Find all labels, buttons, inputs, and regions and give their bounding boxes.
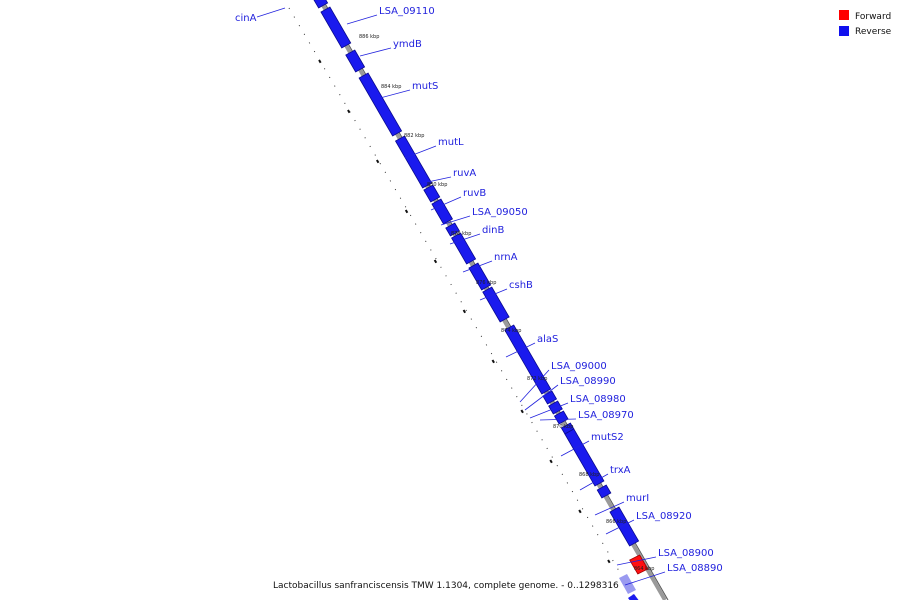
legend-reverse-swatch — [839, 26, 849, 36]
genome-caption: Lactobacillus sanfranciscensis TMW 1.130… — [273, 581, 619, 591]
legend-reverse-label: Reverse — [855, 27, 892, 37]
label-leader-line — [462, 260, 493, 273]
gene-label-muts2: mutS2 — [591, 432, 624, 443]
gene-block — [394, 135, 433, 189]
label-leader-line — [440, 215, 471, 226]
gene-label-lsa_09110: LSA_09110 — [379, 6, 435, 17]
gene-label-lsa_08890: LSA_08890 — [667, 563, 723, 574]
gene-block — [313, 0, 329, 9]
gene-block — [564, 428, 605, 487]
gene-label-cina: cinA — [235, 13, 257, 24]
gene-label-lsa_09000: LSA_09000 — [551, 361, 607, 372]
kbp-tick-label: 866 kbp — [606, 519, 626, 525]
gene-block — [320, 6, 352, 49]
label-leader-line — [624, 571, 666, 586]
scale-ticks — [288, 7, 637, 600]
label-leader-line — [449, 233, 481, 245]
gene-label-lsa_08920: LSA_08920 — [636, 511, 692, 522]
gene-label-muri: murI — [626, 493, 649, 504]
gene-block — [468, 262, 492, 291]
scale-tick — [520, 409, 524, 414]
kbp-tick-label: 882 kbp — [404, 133, 424, 139]
forward-gene-block — [629, 554, 649, 575]
gene-label-ruvb: ruvB — [463, 188, 486, 199]
gene-block — [609, 506, 640, 547]
scale-tick — [549, 459, 553, 464]
label-leader-line — [560, 440, 590, 457]
gene-features — [313, 0, 649, 600]
label-leader-line — [359, 47, 392, 57]
gene-label-mutl: mutL — [438, 137, 464, 148]
gene-block — [345, 49, 366, 73]
kbp-tick-label: 874 kbp — [501, 328, 521, 334]
label-leader-line — [430, 196, 462, 211]
gene-block — [596, 484, 612, 499]
kbp-tick-label: 868 kbp — [579, 472, 599, 478]
kbp-tick-label: 876 kbp — [476, 280, 496, 286]
gene-block — [423, 184, 441, 203]
gene-block — [431, 198, 454, 225]
gene-block — [451, 232, 477, 265]
scale-tick — [347, 109, 351, 114]
kbp-tick-label: 880 kbp — [427, 182, 447, 188]
label-leader-line — [379, 89, 411, 99]
label-leader-line — [422, 176, 452, 184]
kbp-tick-label: 886 kbp — [359, 34, 379, 40]
kbp-labels: 886 kbp 884 kbp 882 kbp 880 kbp 878 kbp 876 k… — [359, 34, 654, 572]
scale-tick — [375, 159, 380, 164]
legend-forward-swatch — [839, 10, 849, 20]
gene-block — [628, 594, 639, 600]
gene-label-lsa_08900: LSA_08900 — [658, 548, 714, 559]
gene-label-muts: mutS — [412, 81, 438, 92]
gene-block — [548, 400, 563, 415]
gene-labels: cinA LSA_09110 ymdB mutS mutL ruvA ruvB LSA_090… — [235, 6, 723, 586]
label-leader-line — [579, 473, 609, 491]
label-leader-line — [524, 384, 559, 411]
label-leader-line — [404, 145, 437, 159]
gene-label-cshb: cshB — [509, 280, 533, 291]
kbp-tick-label: 884 kbp — [381, 84, 401, 90]
gene-label-lsa_09050: LSA_09050 — [472, 207, 528, 218]
kbp-tick-label: 872 kbp — [527, 376, 547, 382]
label-leader-line — [505, 342, 536, 358]
label-leader-line — [539, 418, 577, 421]
label-leader-line — [519, 369, 550, 403]
gene-label-trxa: trxA — [610, 465, 631, 476]
scale-tick — [433, 259, 438, 264]
label-leader-line — [594, 501, 625, 516]
gene-label-lsa_08990: LSA_08990 — [560, 376, 616, 387]
label-leader-line — [605, 519, 635, 535]
scale-tick — [578, 509, 582, 514]
gene-label-ruva: ruvA — [453, 168, 476, 179]
gene-label-lsa_08980: LSA_08980 — [570, 394, 626, 405]
gene-label-dinb: dinB — [482, 225, 504, 236]
label-leader-line — [346, 14, 378, 25]
gene-block — [358, 72, 403, 137]
gene-label-nrna: nrnA — [494, 252, 518, 263]
legend: Forward Reverse — [839, 10, 892, 37]
label-leader-line — [479, 288, 508, 301]
scale-dotted-line — [288, 7, 637, 600]
label-leader-line — [256, 7, 286, 18]
scale-tick — [462, 309, 467, 314]
scale-tick — [491, 359, 495, 364]
kbp-tick-label: 864 kbp — [634, 566, 654, 572]
legend-forward-label: Forward — [855, 12, 891, 22]
label-leader-line — [529, 402, 569, 419]
scale-tick — [607, 559, 611, 564]
scale-tick — [404, 209, 409, 214]
kbp-tick-label: 870 kbp — [553, 424, 573, 430]
gene-block — [504, 324, 552, 395]
label-leader-line — [616, 556, 657, 566]
gene-label-alas: alaS — [537, 334, 558, 345]
gene-label-lsa_08970: LSA_08970 — [578, 410, 634, 421]
gene-block — [482, 286, 510, 323]
gene-label-ymdb: ymdB — [393, 39, 422, 50]
kbp-tick-label: 878 kbp — [451, 231, 471, 237]
gene-block — [445, 222, 460, 237]
scale-tick — [318, 59, 322, 64]
